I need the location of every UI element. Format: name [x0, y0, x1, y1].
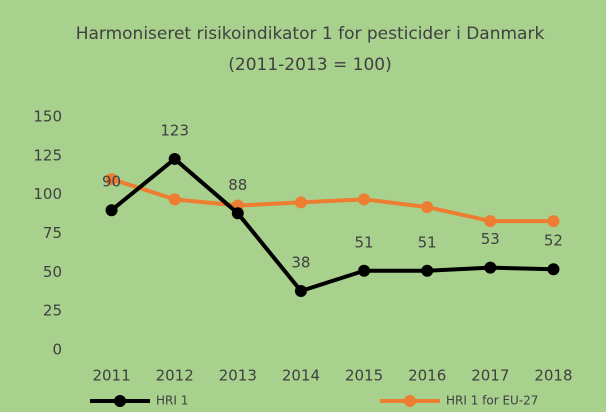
y-tick-label: 0 — [52, 341, 62, 359]
data-label: 53 — [481, 230, 500, 248]
series-marker — [358, 193, 371, 206]
y-tick-label: 150 — [33, 108, 62, 126]
data-label: 51 — [418, 233, 437, 251]
series-line — [110, 156, 554, 293]
series-marker — [358, 264, 371, 277]
data-label: 88 — [228, 176, 247, 194]
x-tick-label: 2013 — [219, 367, 257, 385]
legend-marker — [114, 395, 126, 407]
series-marker — [105, 173, 118, 186]
x-tick-label: 2011 — [92, 367, 130, 385]
x-tick-label: 2018 — [534, 367, 572, 385]
y-tick-label: 100 — [33, 185, 62, 203]
series-marker — [105, 204, 118, 217]
series-marker — [484, 261, 497, 274]
x-tick-label: 2016 — [408, 367, 446, 385]
x-tick-label: 2015 — [345, 367, 383, 385]
series-marker — [231, 207, 244, 220]
series-line — [110, 177, 554, 224]
legend-label: HRI 1 — [156, 394, 188, 408]
x-tick-label: 2017 — [471, 367, 509, 385]
series-marker — [168, 152, 181, 165]
legend-marker — [404, 395, 416, 407]
series-marker — [547, 263, 560, 276]
chart-subtitle: (2011-2013 = 100) — [228, 55, 391, 75]
y-tick-label: 50 — [43, 263, 62, 281]
x-tick-label: 2012 — [156, 367, 194, 385]
series-marker — [168, 193, 181, 206]
y-tick-label: 125 — [33, 146, 62, 164]
x-tick-label: 2014 — [282, 367, 320, 385]
data-label: 52 — [544, 232, 563, 250]
series-marker — [421, 264, 434, 277]
series-marker — [547, 215, 560, 228]
data-label: 38 — [291, 253, 310, 271]
series-marker — [294, 284, 307, 297]
series-marker — [294, 196, 307, 209]
series-marker — [484, 215, 497, 228]
data-label: 51 — [355, 233, 374, 251]
y-tick-label: 75 — [43, 224, 62, 242]
y-tick-label: 25 — [43, 302, 62, 320]
legend-label: HRI 1 for EU-27 — [446, 394, 538, 408]
series-marker — [421, 201, 434, 214]
data-label: 90 — [102, 173, 121, 191]
chart-title: Harmoniseret risikoindikator 1 for pesti… — [76, 24, 545, 44]
data-label: 123 — [160, 121, 189, 139]
